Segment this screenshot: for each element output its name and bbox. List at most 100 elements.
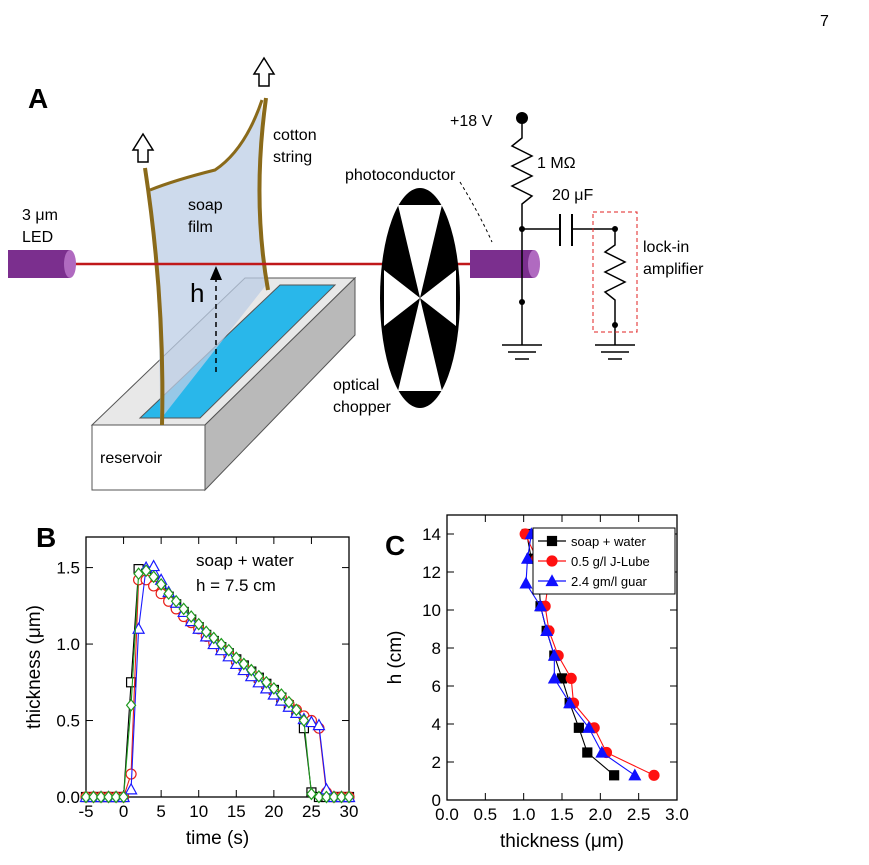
marker <box>88 790 99 804</box>
marker <box>520 551 535 564</box>
legend-marker <box>546 555 558 567</box>
marker <box>582 747 593 758</box>
x-tick-label: 20 <box>264 802 283 821</box>
marker <box>328 790 340 804</box>
label: h <box>190 278 204 308</box>
marker <box>563 696 577 709</box>
label: soap <box>188 197 223 214</box>
marker <box>231 651 242 665</box>
x-axis-label: thickness (μm) <box>500 831 624 852</box>
y-tick-label: 10 <box>422 601 441 620</box>
annotation: h = 7.5 cm <box>196 576 276 595</box>
marker <box>208 631 220 645</box>
y-tick-label: 6 <box>432 677 441 696</box>
arrow-head <box>210 266 222 280</box>
y-tick-label: 4 <box>432 715 441 734</box>
marker <box>253 669 265 683</box>
marker <box>125 698 137 712</box>
x-axis-label: time (s) <box>186 828 249 849</box>
marker <box>565 672 577 685</box>
x-tick-label: -5 <box>78 802 93 821</box>
panel-label: A <box>28 83 48 114</box>
legend-marker <box>545 574 559 587</box>
marker <box>343 790 355 804</box>
marker <box>223 643 235 657</box>
marker <box>155 577 167 591</box>
x-tick-label: 25 <box>302 802 321 821</box>
marker <box>118 790 129 804</box>
label: amplifier <box>643 261 704 278</box>
y-tick-label: 0.0 <box>56 788 80 807</box>
y-tick-label: 2 <box>432 753 441 772</box>
panel-label: C <box>385 530 405 561</box>
arrow-up <box>252 56 276 87</box>
liquid <box>138 284 337 419</box>
marker <box>321 790 332 804</box>
marker <box>200 625 212 639</box>
x-tick-label: 15 <box>227 802 246 821</box>
led <box>8 250 70 278</box>
chopper-slots <box>384 205 456 391</box>
marker <box>261 675 272 689</box>
marker <box>103 790 114 804</box>
plot-frame <box>85 536 350 798</box>
photoconductor-end <box>528 250 540 278</box>
y-tick-label: 1.5 <box>56 559 80 578</box>
marker <box>283 695 295 709</box>
label: film <box>188 219 213 236</box>
label: chopper <box>333 399 391 416</box>
marker <box>534 599 548 612</box>
label: string <box>273 149 312 166</box>
label: photoconductor <box>345 167 456 184</box>
legend-label: 2.4 gm/l guar <box>571 574 648 589</box>
marker <box>140 564 152 578</box>
x-tick-label: 0.0 <box>435 805 459 824</box>
y-tick-label: 14 <box>422 525 441 544</box>
x-tick-label: 0.5 <box>474 805 498 824</box>
marker <box>95 790 107 804</box>
marker <box>163 587 174 601</box>
x-tick-label: 10 <box>189 802 208 821</box>
marker <box>215 637 227 651</box>
node <box>519 299 525 305</box>
marker <box>238 657 250 671</box>
marker <box>547 648 561 661</box>
resistor <box>510 118 534 345</box>
x-tick-label: 5 <box>156 802 165 821</box>
label: reservoir <box>100 450 163 467</box>
label: 1 MΩ <box>537 155 576 172</box>
diagram: A <box>8 56 704 492</box>
label: cotton <box>273 127 317 144</box>
marker <box>547 671 561 684</box>
string-top <box>149 99 264 192</box>
page-number: 7 <box>820 13 829 30</box>
node <box>612 226 618 232</box>
panel-label: B <box>36 522 56 553</box>
legend-label: soap + water <box>571 534 646 549</box>
marker <box>170 594 182 608</box>
y-axis-label: thickness (μm) <box>24 605 45 729</box>
marker <box>185 610 197 623</box>
marker <box>268 681 280 695</box>
x-tick-label: 30 <box>340 802 359 821</box>
marker <box>80 790 92 804</box>
marker <box>519 576 533 589</box>
marker <box>193 617 204 631</box>
label: 3 μm <box>22 207 58 224</box>
series-line <box>86 570 349 798</box>
marker <box>595 745 609 758</box>
x-tick-label: 2.0 <box>589 805 613 824</box>
x-tick-label: 1.5 <box>550 805 574 824</box>
y-tick-label: 12 <box>422 563 441 582</box>
legend-label: 0.5 g/l J-Lube <box>571 554 650 569</box>
load-resistor <box>572 228 627 345</box>
photoconductor <box>470 250 534 278</box>
amplifier-box <box>592 211 638 333</box>
marker <box>312 718 326 731</box>
led-end <box>64 250 76 278</box>
label: LED <box>22 229 53 246</box>
marker <box>125 768 137 780</box>
label: optical <box>333 377 379 394</box>
label: 20 μF <box>552 187 593 204</box>
